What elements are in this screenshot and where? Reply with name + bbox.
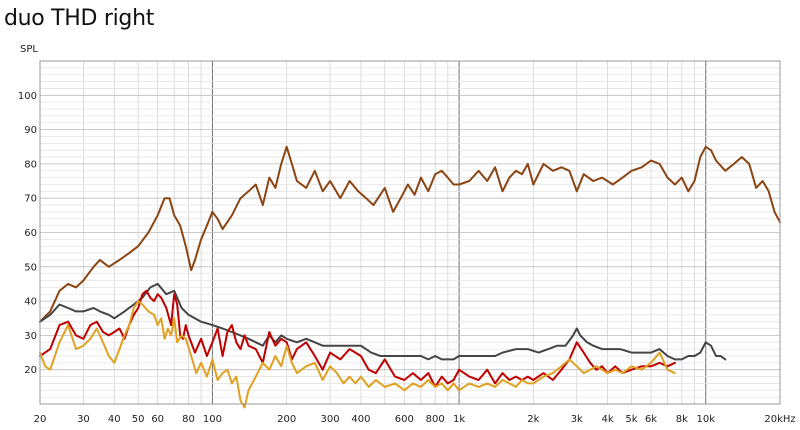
y-axis-label: SPL [20,44,38,55]
x-tick-label: 200 [277,414,296,425]
x-tick-label: 80 [182,414,195,425]
x-tick-label: 100 [203,414,222,425]
x-tick-label: 8k [676,414,688,425]
x-tick-label: 400 [351,414,370,425]
plot-frame [39,60,781,405]
chart-title: duo THD right [4,6,155,31]
x-tick-label: 2k [527,414,539,425]
x-tick-labels: 20 30 40 50 60 80 100 200 300 400 600 800 1k 2k 3k 4k 5k… [34,414,796,425]
x-tick-label: 3k [571,414,583,425]
series-line-4 [39,300,676,409]
y-tick-label: 30 [24,331,37,342]
x-tick-label: 60 [151,414,164,425]
y-tick-labels: 20 30 40 50 60 70 80 90 100 [18,91,37,376]
y-tick-label: 40 [24,297,37,308]
x-tick-label: 300 [321,414,340,425]
x-tick-label: 50 [132,414,145,425]
x-tick-label: 6k [645,414,657,425]
x-tick-label: 4k [602,414,614,425]
series-line-2 [39,282,727,361]
series-line-3 [39,289,676,388]
series-line-1 [39,145,781,323]
y-tick-label: 60 [24,228,37,239]
y-tick-label: 20 [24,365,37,376]
x-tick-label: 30 [77,414,90,425]
x-tick-label: 5k [625,414,637,425]
x-tick-label: 20 [34,414,47,425]
y-tick-label: 100 [18,91,37,102]
y-tick-label: 80 [24,159,37,170]
x-tick-label: 1k [453,414,465,425]
x-tick-label: 10k [696,414,715,425]
y-tick-label: 70 [24,194,37,205]
x-tick-label: 600 [395,414,414,425]
x-tick-label: 40 [108,414,121,425]
x-tick-label: 800 [426,414,445,425]
series-lines [39,145,781,409]
y-tick-label: 50 [24,262,37,273]
x-tick-label: 20kHz [764,414,795,425]
y-tick-label: 90 [24,125,37,136]
